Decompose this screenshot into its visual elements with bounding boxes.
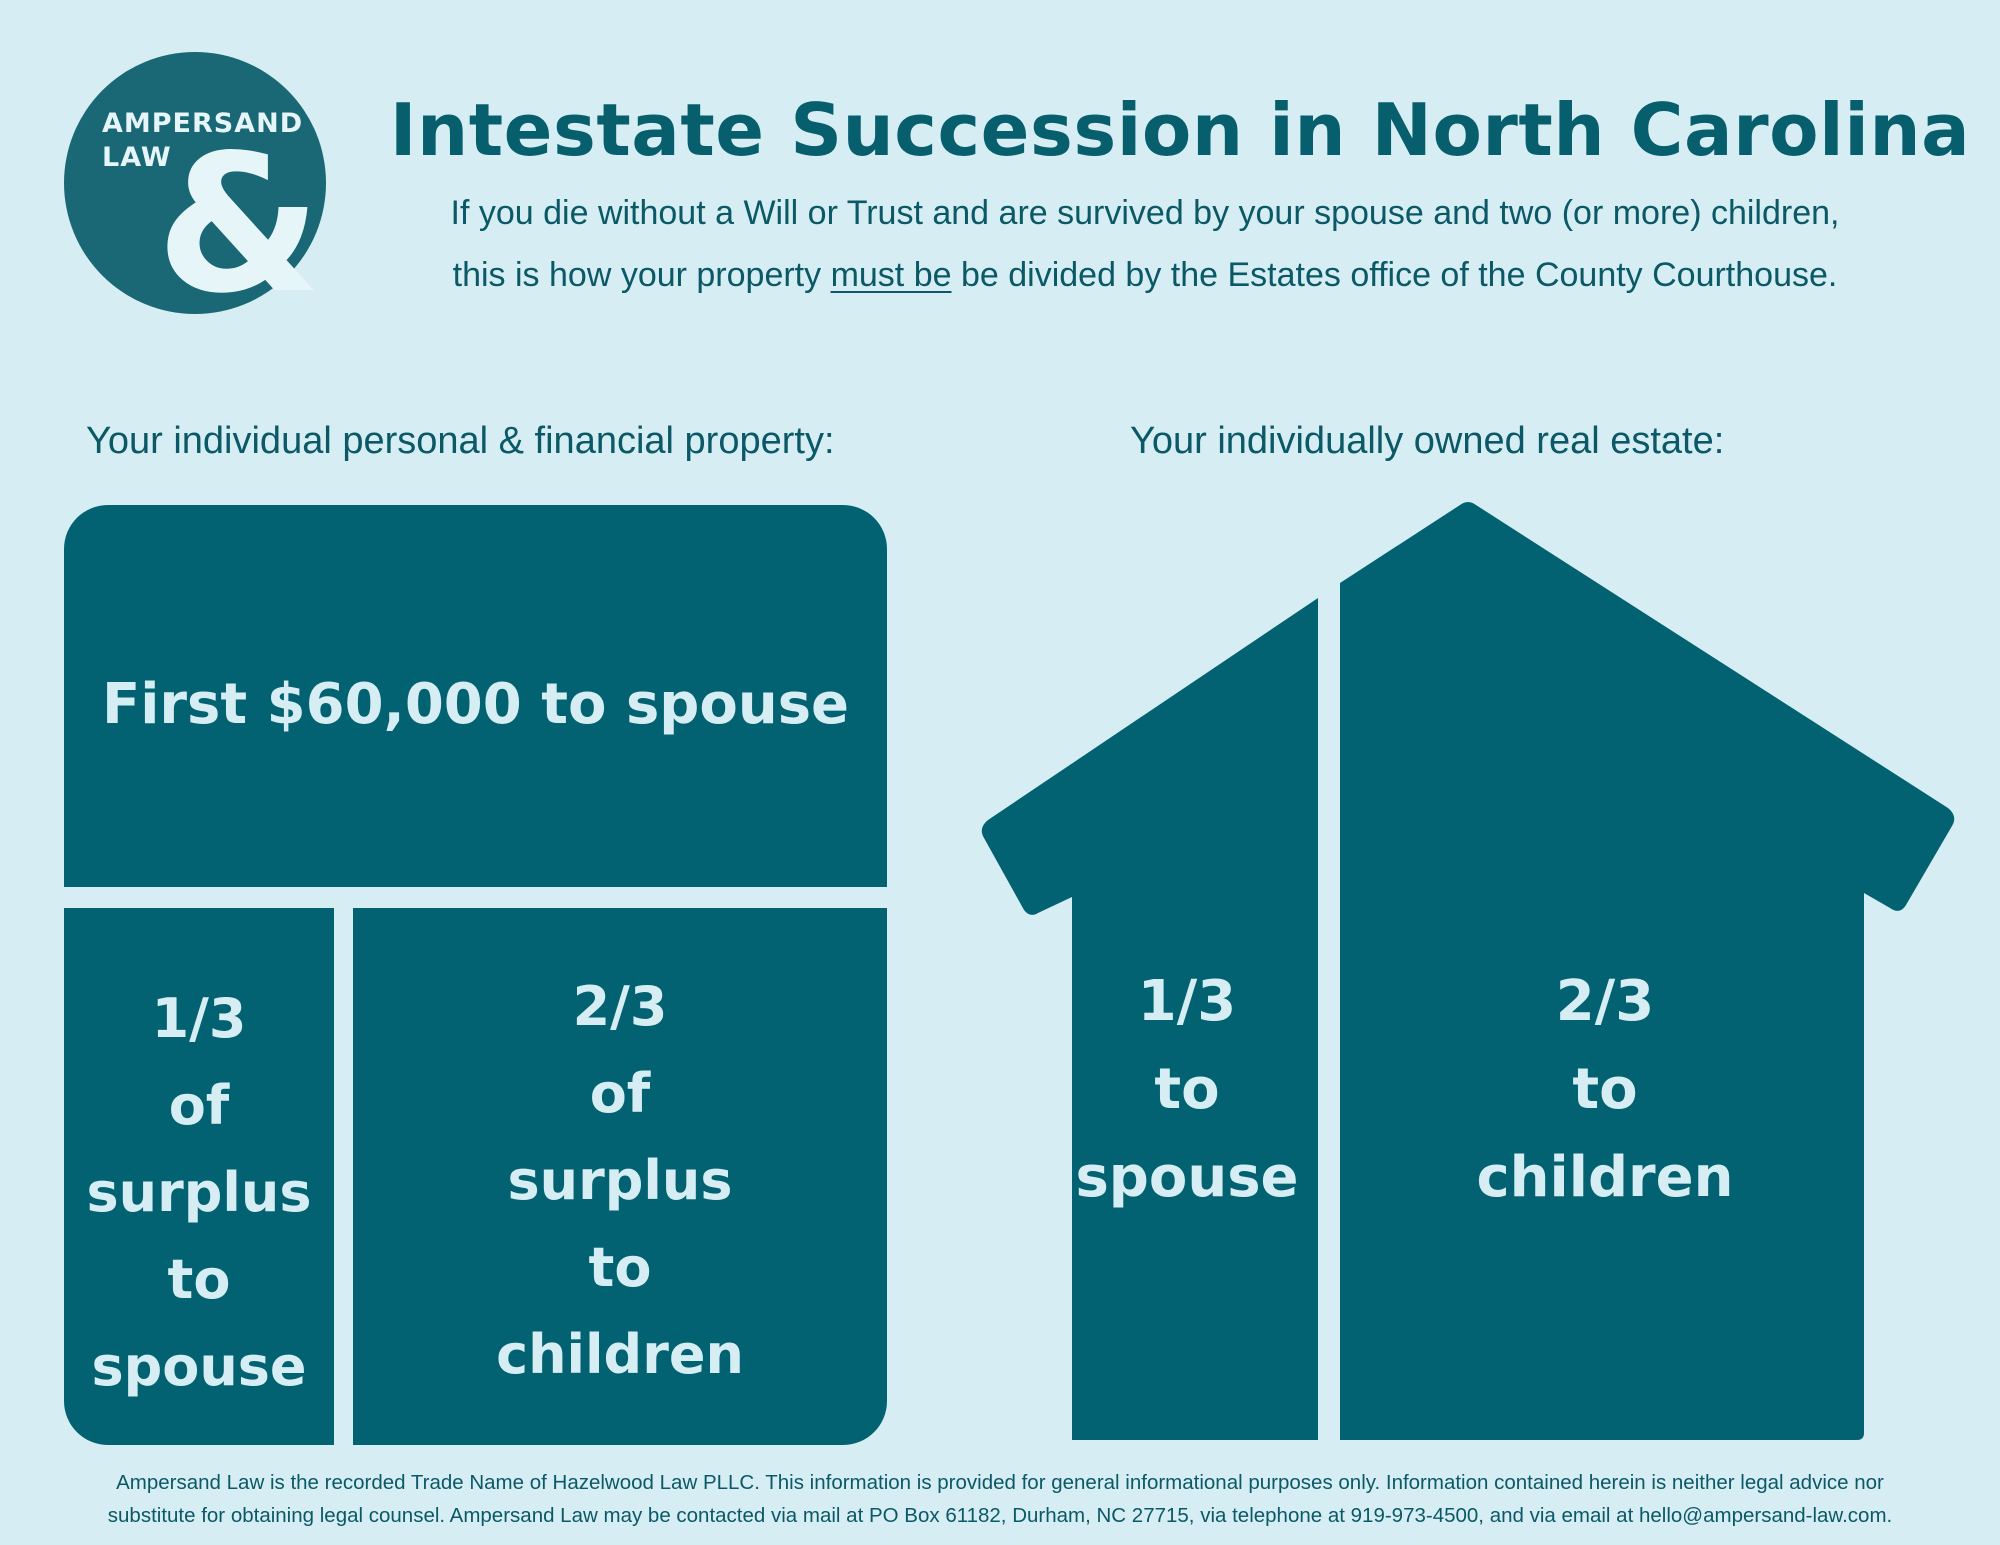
page-title: Intestate Succession in North Carolina — [389, 88, 1971, 172]
first-60000-box — [64, 505, 887, 887]
real-estate-spouse-line: to — [1154, 1057, 1220, 1122]
first-60000-text: First $60,000 to spouse — [101, 672, 850, 737]
surplus-spouse-line: 1/3 — [151, 987, 247, 1050]
logo: AMPERSAND LAW & — [64, 52, 326, 320]
real-estate-spouse-line: spouse — [1075, 1145, 1299, 1210]
surplus-children-line: of — [589, 1062, 651, 1125]
surplus-children-text: 2/3 of surplus to children — [353, 963, 887, 1398]
surplus-children-line: surplus — [507, 1149, 733, 1212]
surplus-spouse-line: of — [168, 1074, 230, 1137]
surplus-spouse-text: 1/3 of surplus to spouse — [64, 975, 334, 1410]
disclaimer-line-2: substitute for obtaining legal counsel. … — [107, 1504, 1893, 1527]
surplus-spouse-box — [64, 908, 334, 1445]
real-estate-label: Your individually owned real estate: — [1130, 420, 1725, 462]
logo-text-law: LAW — [102, 142, 172, 173]
disclaimer-footer: Ampersand Law is the recorded Trade Name… — [20, 1466, 1980, 1532]
subtitle-line-2-end: be divided by the Estates office of the … — [951, 256, 1838, 294]
surplus-spouse-line: to — [167, 1248, 231, 1311]
real-estate-spouse-line: 1/3 — [1137, 969, 1237, 1034]
subtitle-line-2-start: this is how your property — [452, 256, 831, 294]
logo-text-ampersand: AMPERSAND — [102, 108, 304, 139]
real-estate-children-line: 2/3 — [1555, 969, 1655, 1034]
surplus-children-line: 2/3 — [572, 975, 668, 1038]
personal-property-label: Your individual personal & financial pro… — [86, 420, 835, 462]
house-spouse-section — [981, 598, 1318, 1440]
ampersand-icon: & — [156, 114, 322, 335]
surplus-spouse-line: spouse — [91, 1335, 307, 1398]
real-estate-spouse-text: 1/3 to spouse — [1072, 958, 1302, 1222]
real-estate-children-text: 2/3 to children — [1340, 958, 1870, 1222]
real-estate-children-line: to — [1572, 1057, 1638, 1122]
real-estate-children-line: children — [1476, 1145, 1734, 1210]
surplus-children-line: to — [588, 1236, 652, 1299]
logo-circle — [64, 52, 326, 314]
surplus-spouse-line: surplus — [86, 1161, 312, 1224]
surplus-children-box — [353, 908, 887, 1445]
surplus-children-line: children — [496, 1323, 744, 1386]
subtitle-emphasis: must be — [830, 256, 952, 294]
disclaimer-line-1: Ampersand Law is the recorded Trade Name… — [116, 1471, 1884, 1494]
house-children-section — [1340, 502, 1955, 1440]
subtitle-line-1: If you die without a Will or Trust and a… — [450, 194, 1840, 232]
subtitle-line-2: this is how your property must be be div… — [305, 256, 1985, 295]
